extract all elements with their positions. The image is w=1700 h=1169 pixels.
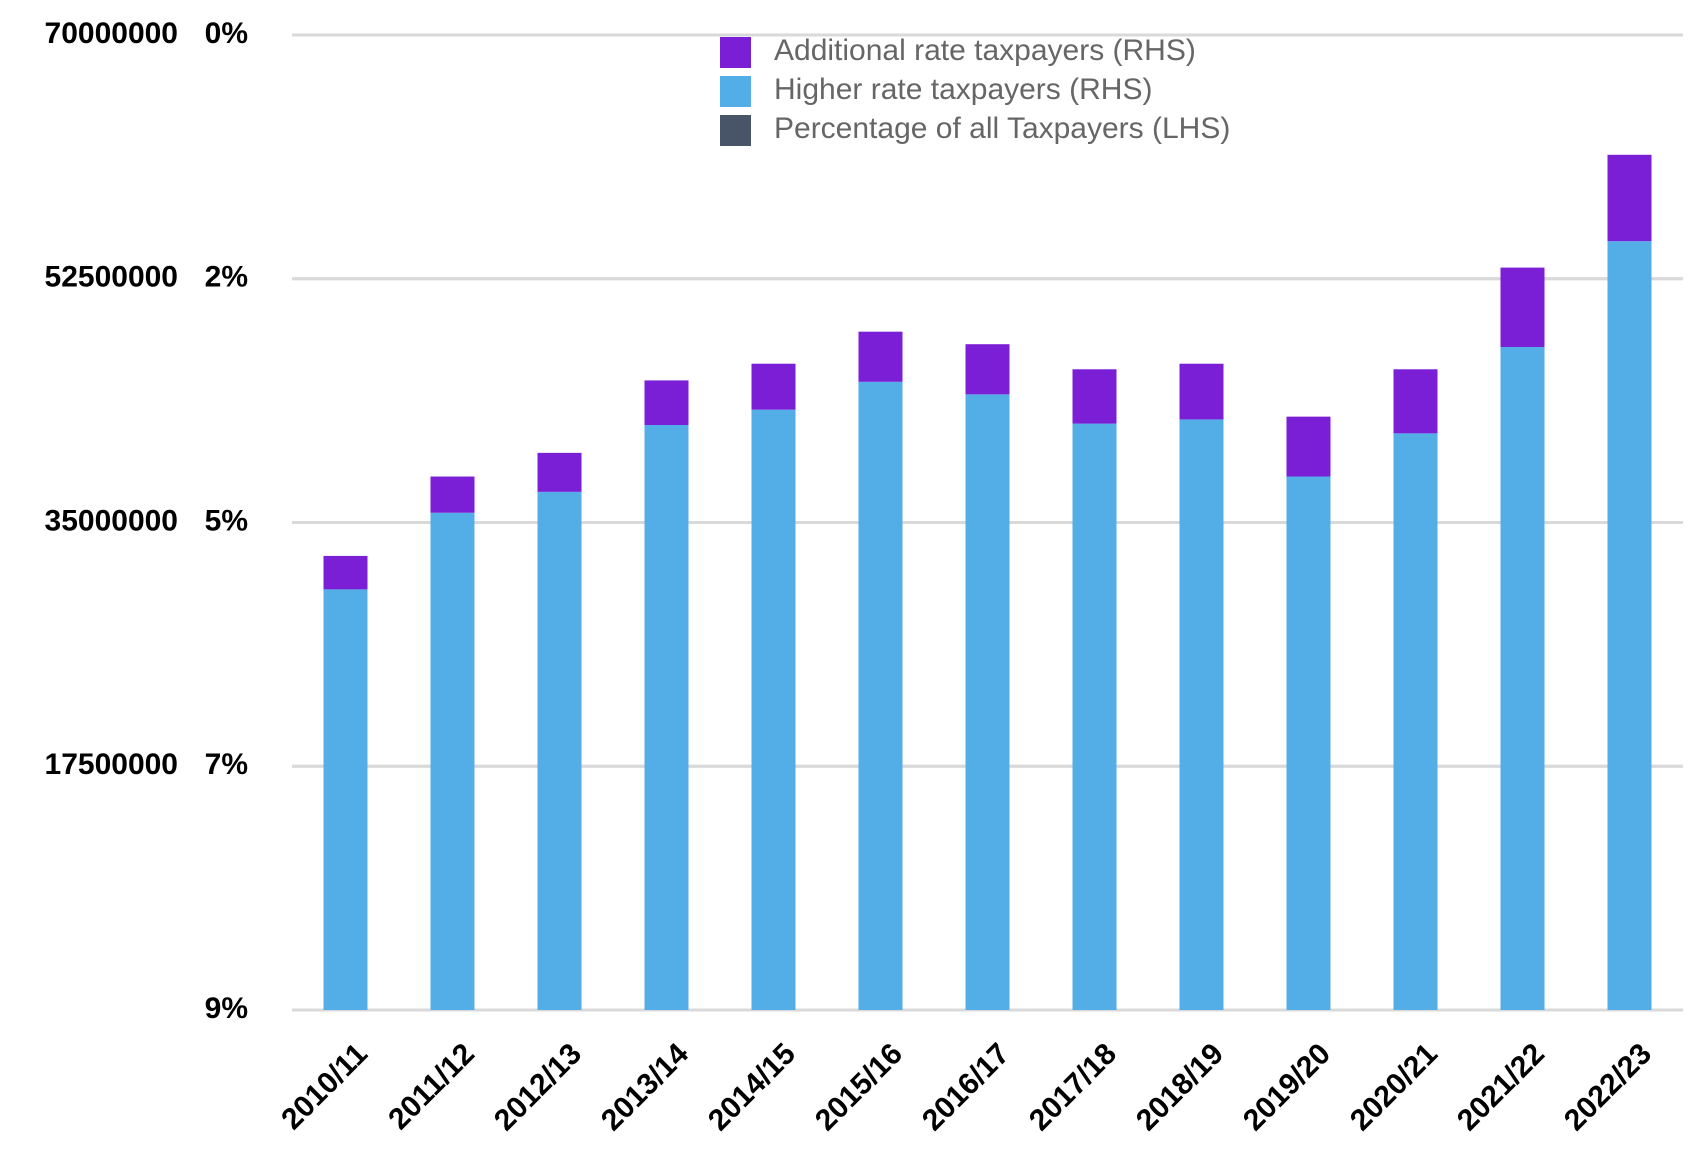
bar bbox=[1286, 476, 1331, 1010]
bar bbox=[965, 394, 1010, 1010]
bar bbox=[858, 381, 903, 1011]
legend-swatch bbox=[720, 37, 751, 68]
legend-swatch bbox=[720, 76, 751, 107]
y-tick-label: 17500000 bbox=[45, 748, 178, 781]
bar bbox=[1179, 419, 1224, 1010]
bar bbox=[430, 476, 475, 513]
y2-tick-label: 7% bbox=[205, 748, 248, 781]
bar bbox=[323, 589, 368, 1010]
bar bbox=[644, 380, 689, 425]
x-tick-label: 2017/18 bbox=[1023, 1037, 1123, 1137]
x-tick-label: 2020/21 bbox=[1344, 1037, 1444, 1137]
bar bbox=[1607, 154, 1652, 242]
bar bbox=[1393, 433, 1438, 1010]
bar bbox=[430, 512, 475, 1010]
y-tick-label: 70000000 bbox=[45, 17, 178, 50]
bar bbox=[858, 331, 903, 382]
y2-tick-label: 2% bbox=[205, 261, 248, 294]
x-tick-label: 2018/19 bbox=[1130, 1037, 1230, 1137]
x-tick-label: 2013/14 bbox=[595, 1037, 695, 1137]
bar bbox=[644, 425, 689, 1010]
bar bbox=[1500, 347, 1545, 1010]
x-tick-label: 2021/22 bbox=[1451, 1037, 1551, 1137]
bar bbox=[1072, 369, 1117, 424]
bar bbox=[1607, 241, 1652, 1011]
bar bbox=[1393, 369, 1438, 434]
bar bbox=[965, 344, 1010, 395]
x-tick-label: 2016/17 bbox=[916, 1037, 1016, 1137]
x-tick-label: 2011/12 bbox=[382, 1037, 481, 1136]
x-tick-label: 2019/20 bbox=[1237, 1037, 1337, 1137]
bar bbox=[1072, 423, 1117, 1010]
bar bbox=[751, 363, 796, 410]
bar bbox=[323, 555, 368, 590]
legend-label: Additional rate taxpayers (RHS) bbox=[774, 34, 1196, 67]
bar bbox=[1286, 416, 1331, 477]
y-tick-label: 35000000 bbox=[45, 504, 178, 537]
x-tick-label: 2012/13 bbox=[488, 1037, 588, 1137]
bar bbox=[537, 452, 582, 492]
x-tick-label: 2022/23 bbox=[1558, 1037, 1658, 1137]
bar bbox=[537, 491, 582, 1010]
y2-tick-label: 0% bbox=[205, 17, 248, 50]
y2-tick-label: 5% bbox=[205, 504, 248, 537]
legend-swatch bbox=[720, 115, 751, 146]
bar bbox=[1500, 267, 1545, 347]
y-tick-label: 52500000 bbox=[45, 261, 178, 294]
x-tick-label: 2014/15 bbox=[702, 1037, 802, 1137]
legend-label: Percentage of all Taxpayers (LHS) bbox=[774, 112, 1230, 145]
y2-tick-label: 9% bbox=[205, 992, 248, 1025]
bar bbox=[1179, 363, 1224, 420]
x-tick-label: 2010/11 bbox=[275, 1037, 374, 1136]
legend-label: Higher rate taxpayers (RHS) bbox=[774, 73, 1152, 106]
x-tick-label: 2015/16 bbox=[809, 1037, 909, 1137]
bar bbox=[751, 409, 796, 1010]
